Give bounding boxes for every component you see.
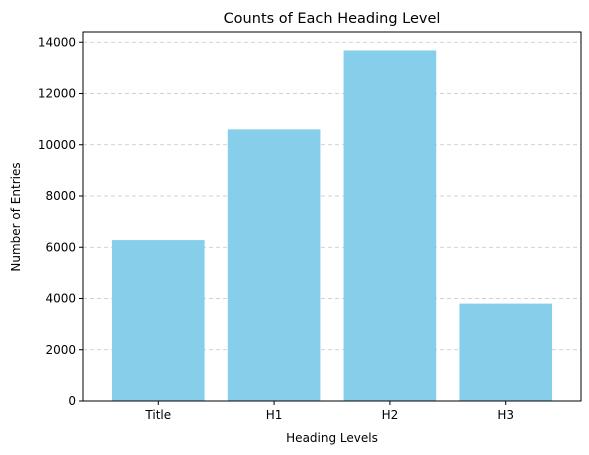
y-tick-label: 0 [68, 394, 76, 408]
bar-h2 [343, 50, 437, 401]
y-tick-label: 12000 [38, 87, 76, 101]
x-tick-label: Title [144, 408, 171, 422]
y-tick-label: 10000 [38, 138, 76, 152]
x-axis-label: Heading Levels [286, 431, 378, 445]
y-axis-ticks: 0 2000 4000 6000 8000 10000 12000 14000 [38, 35, 83, 408]
x-axis-ticks: Title H1 H2 H3 [144, 401, 514, 422]
y-tick-label: 14000 [38, 35, 76, 49]
y-axis-label: Number of Entries [9, 162, 23, 271]
bar-h3 [459, 303, 553, 401]
bars [111, 50, 553, 401]
bar-h1 [227, 129, 321, 401]
x-tick-label: H3 [497, 408, 514, 422]
y-tick-label: 2000 [45, 343, 76, 357]
x-tick-label: H1 [266, 408, 283, 422]
y-tick-label: 6000 [45, 240, 76, 254]
y-tick-label: 8000 [45, 189, 76, 203]
chart-title: Counts of Each Heading Level [224, 11, 441, 27]
plot-frame [82, 31, 582, 402]
y-tick-label: 4000 [45, 292, 76, 306]
x-tick-label: H2 [382, 408, 399, 422]
bar-title [111, 240, 205, 401]
